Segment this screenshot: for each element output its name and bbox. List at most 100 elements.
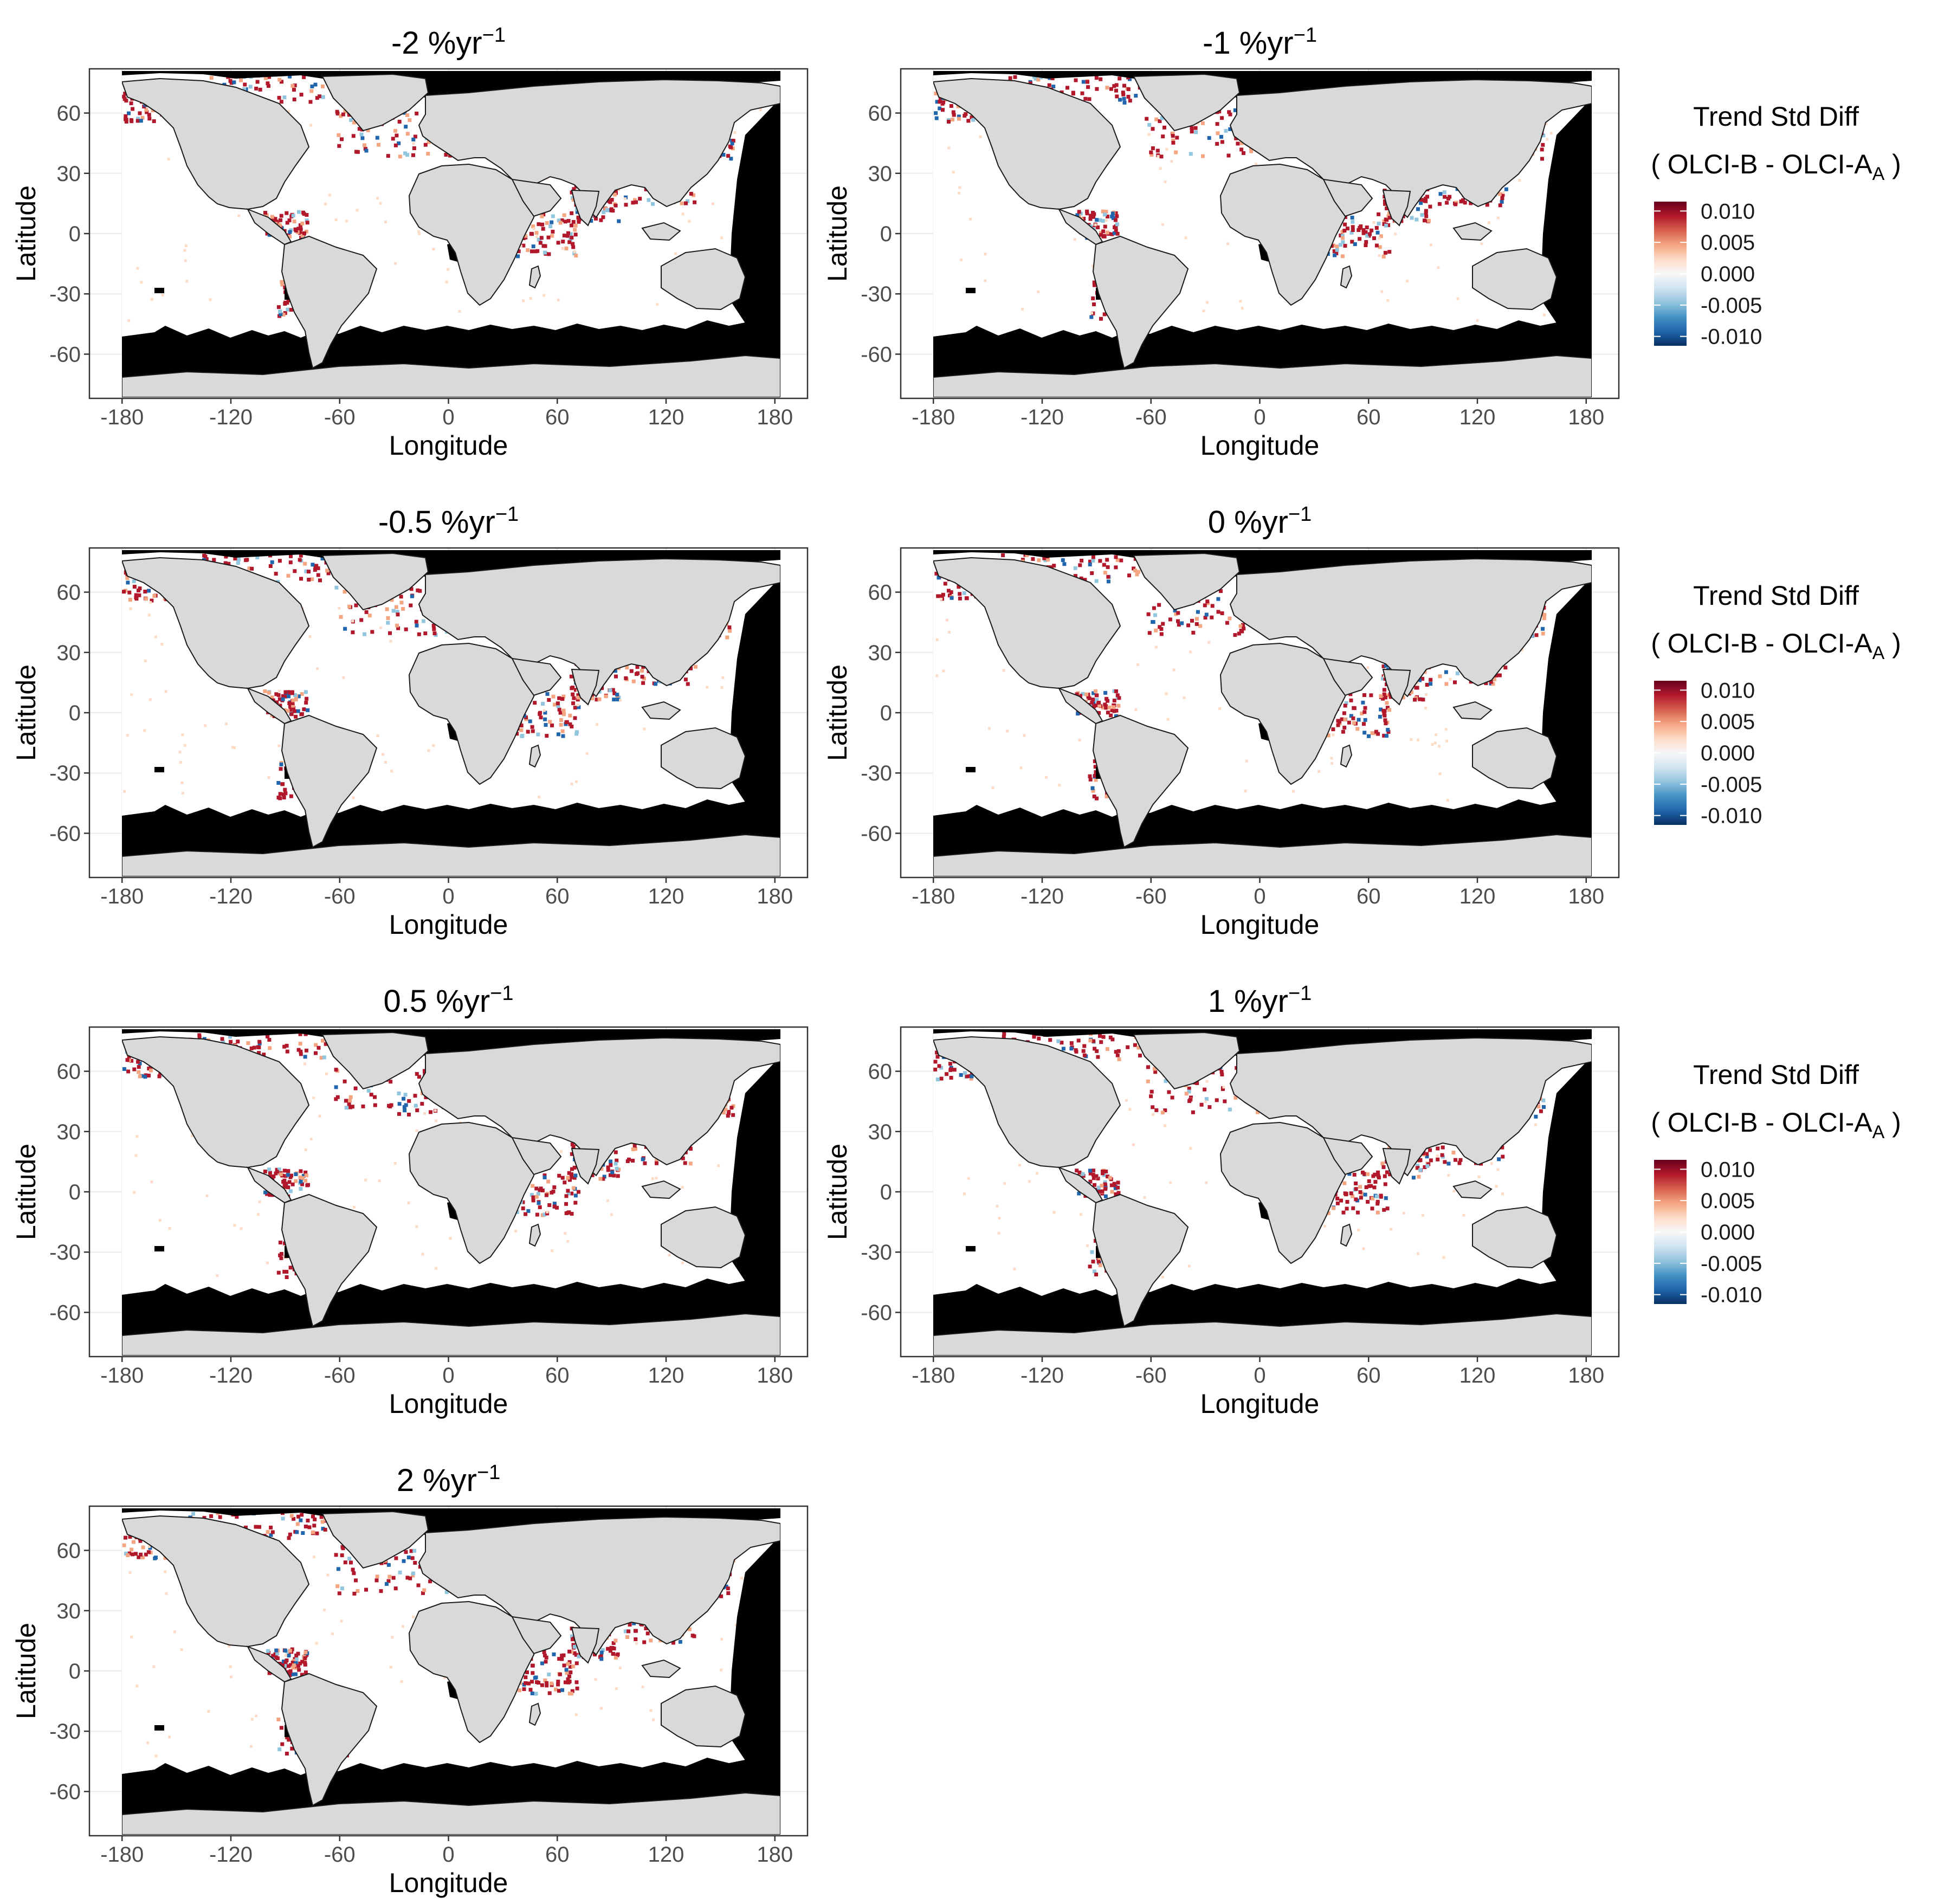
trend-pixel bbox=[136, 267, 139, 270]
trend-pixel bbox=[299, 1052, 303, 1056]
trend-pixel bbox=[397, 141, 401, 145]
x-tick-label: -180 bbox=[100, 405, 144, 429]
trend-pixel bbox=[154, 635, 157, 638]
trend-pixel bbox=[1073, 238, 1076, 241]
trend-pixel bbox=[435, 1119, 438, 1122]
trend-pixel bbox=[1377, 212, 1381, 216]
trend-pixel bbox=[602, 1174, 606, 1179]
trend-pixel bbox=[398, 154, 402, 159]
trend-pixel bbox=[1385, 693, 1389, 698]
x-tick-label: -60 bbox=[1135, 405, 1167, 429]
trend-pixel bbox=[347, 1102, 351, 1106]
trend-pixel bbox=[1106, 215, 1109, 218]
trend-pixel bbox=[288, 708, 293, 712]
trend-pixel bbox=[278, 792, 282, 796]
map-area bbox=[122, 71, 780, 397]
trend-pixel bbox=[529, 231, 533, 236]
trend-pixel bbox=[399, 595, 403, 599]
trend-pixel bbox=[1366, 1172, 1370, 1176]
map-panel-z0: 0 %yr−1-180 -120 -60 0 60 120 18060300-30-60Lo… bbox=[822, 503, 1620, 940]
trend-pixel bbox=[1076, 1038, 1081, 1043]
trend-pixel bbox=[564, 246, 569, 250]
trend-pixel bbox=[1195, 617, 1199, 621]
trend-pixel bbox=[1380, 1161, 1385, 1166]
trend-pixel bbox=[1349, 714, 1353, 718]
trend-pixel bbox=[1518, 179, 1521, 182]
trend-pixel bbox=[1504, 187, 1508, 191]
trend-pixel bbox=[599, 1167, 604, 1171]
trend-pixel bbox=[413, 1094, 417, 1098]
trend-pixel bbox=[389, 1080, 393, 1084]
trend-pixel bbox=[343, 109, 347, 114]
trend-pixel bbox=[147, 117, 152, 121]
trend-pixel bbox=[1112, 84, 1116, 88]
trend-pixel bbox=[373, 1103, 377, 1107]
trend-pixel bbox=[298, 1032, 302, 1036]
trend-pixel bbox=[1094, 223, 1097, 227]
trend-pixel bbox=[1096, 1260, 1101, 1264]
trend-pixel bbox=[730, 141, 734, 146]
y-tick-label: 60 bbox=[868, 102, 893, 126]
trend-pixel bbox=[1367, 1179, 1371, 1183]
trend-pixel bbox=[458, 309, 461, 313]
trend-pixel bbox=[281, 694, 285, 698]
x-axis-title: Longitude bbox=[1200, 430, 1320, 461]
trend-pixel bbox=[1445, 201, 1449, 205]
trend-pixel bbox=[1204, 612, 1209, 617]
trend-pixel bbox=[1092, 795, 1096, 798]
trend-pixel bbox=[257, 1051, 261, 1055]
trend-pixel bbox=[562, 712, 566, 717]
trend-pixel bbox=[354, 603, 358, 608]
trend-pixel bbox=[541, 227, 545, 231]
panel-title-main: 0.5 %yr bbox=[384, 984, 490, 1019]
trend-pixel bbox=[1220, 611, 1224, 615]
trend-pixel bbox=[1090, 571, 1094, 575]
trend-pixel bbox=[1115, 1053, 1120, 1057]
trend-pixel bbox=[614, 674, 618, 679]
trend-pixel bbox=[1091, 1260, 1095, 1264]
trend-pixel bbox=[1239, 147, 1244, 152]
trend-pixel bbox=[598, 1177, 603, 1181]
trend-pixel bbox=[1384, 734, 1388, 738]
trend-pixel bbox=[282, 1185, 287, 1189]
trend-pixel bbox=[359, 618, 364, 622]
trend-pixel bbox=[933, 1067, 938, 1072]
y-tick-label: -60 bbox=[49, 343, 81, 366]
trend-pixel bbox=[1371, 1174, 1375, 1178]
trend-pixel bbox=[1350, 240, 1354, 244]
trend-pixel bbox=[1115, 693, 1120, 698]
trend-pixel bbox=[285, 1270, 289, 1274]
trend-pixel bbox=[1326, 733, 1330, 738]
trend-pixel bbox=[370, 630, 374, 634]
trend-pixel bbox=[417, 632, 421, 636]
trend-pixel bbox=[275, 700, 279, 705]
trend-pixel bbox=[183, 249, 186, 252]
trend-pixel bbox=[1419, 201, 1423, 205]
trend-pixel bbox=[267, 1038, 272, 1042]
trend-pixel bbox=[1497, 192, 1502, 196]
trend-pixel bbox=[257, 1045, 261, 1049]
trend-pixel bbox=[1362, 1247, 1365, 1250]
trend-pixel bbox=[423, 143, 428, 147]
trend-pixel bbox=[288, 230, 292, 234]
trend-pixel bbox=[1080, 1213, 1083, 1216]
trend-pixel bbox=[236, 561, 240, 565]
trend-pixel bbox=[1090, 786, 1095, 790]
trend-pixel bbox=[321, 85, 325, 88]
trend-pixel bbox=[1042, 556, 1047, 560]
trend-pixel bbox=[1384, 223, 1388, 228]
trend-pixel bbox=[1323, 1224, 1327, 1228]
trend-pixel bbox=[1495, 1185, 1498, 1188]
trend-pixel bbox=[1388, 1172, 1392, 1177]
trend-pixel bbox=[247, 566, 251, 571]
trend-pixel bbox=[1386, 299, 1390, 302]
trend-pixel bbox=[152, 119, 156, 124]
trend-pixel bbox=[1416, 1166, 1420, 1170]
trend-pixel bbox=[1358, 237, 1362, 241]
trend-pixel bbox=[288, 1266, 293, 1270]
trend-pixel bbox=[1429, 677, 1433, 682]
trend-pixel bbox=[576, 693, 580, 698]
trend-pixel bbox=[134, 596, 138, 600]
trend-pixel bbox=[594, 216, 598, 221]
trend-pixel bbox=[1171, 131, 1175, 135]
